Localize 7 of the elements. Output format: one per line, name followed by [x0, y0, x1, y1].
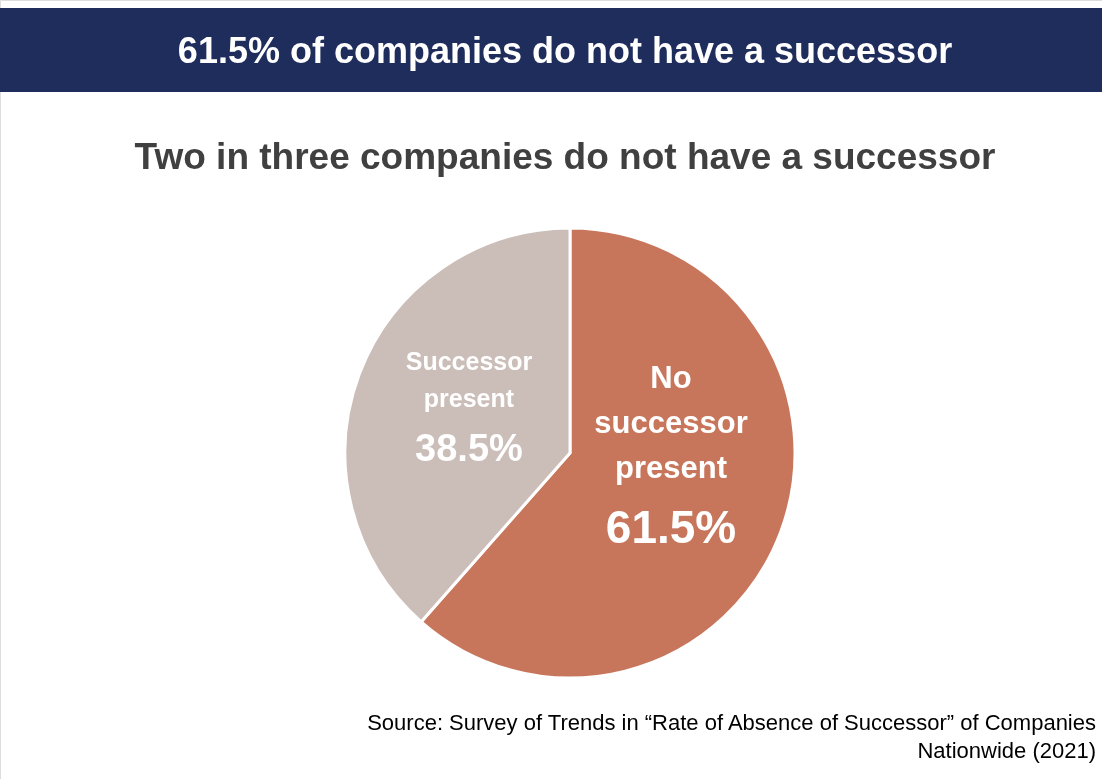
- slice-label: Successor present: [405, 347, 533, 412]
- chart-title: 61.5% of companies do not have a successor: [177, 30, 953, 71]
- slice-label: No successor present: [594, 360, 748, 486]
- data-label: 38.5%: [415, 426, 523, 469]
- chart-subtitle: Two in three companies do not have a successor: [134, 136, 996, 177]
- source-note: Source: Survey of Trends in “Rate of Absence of Successor” of Companies Nationwide (2021): [367, 710, 1096, 763]
- data-label: 61.5%: [605, 501, 737, 554]
